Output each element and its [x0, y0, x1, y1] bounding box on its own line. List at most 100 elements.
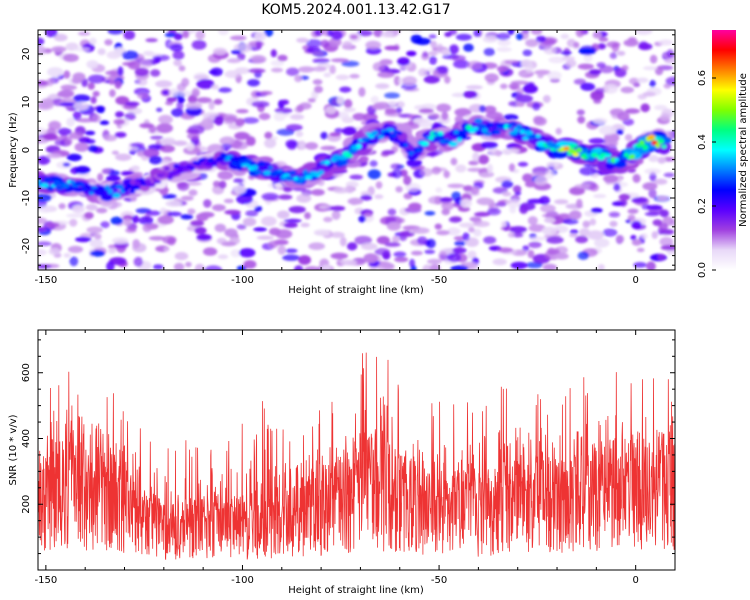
spectrogram-noise-blob — [313, 229, 330, 236]
spectrogram-noise-blob — [403, 175, 412, 186]
spectrogram-noise-blob — [412, 227, 430, 234]
spectrogram-noise-blob — [405, 182, 421, 193]
spectrogram-ridge-blob — [657, 138, 665, 144]
spectrogram-noise-blob — [156, 107, 163, 113]
spectrogram-noise-blob — [339, 86, 352, 93]
spectrogram-ridge-blob — [590, 152, 599, 158]
spectrogram-ridge-blob — [488, 123, 494, 128]
spectrogram-noise-blob — [427, 258, 442, 265]
spectrogram-noise-blob — [358, 215, 366, 223]
spectrogram-noise-blob — [657, 253, 666, 261]
spectrogram-noise-blob — [72, 47, 91, 52]
spectrogram-noise-blob — [331, 210, 341, 220]
spectrogram-noise-blob — [542, 95, 551, 103]
spectrogram-noise-blob — [329, 64, 336, 75]
spectrogram-noise-blob — [569, 186, 585, 196]
spectrogram-noise-blob — [597, 43, 606, 50]
spectrogram-noise-blob — [659, 209, 669, 218]
spectrogram-noise-blob — [107, 30, 123, 35]
spectrogram-ridge-blob — [39, 183, 49, 188]
spectrogram-noise-blob — [85, 130, 96, 136]
snr-frame — [37, 329, 676, 571]
spectrogram-noise-blob — [448, 30, 457, 36]
spectrogram-noise-blob — [330, 58, 349, 63]
spectrogram-noise-blob — [125, 227, 137, 233]
snr-x-tick-label: -150 — [35, 575, 58, 586]
spectrogram-noise-blob — [134, 67, 149, 77]
spectrogram-x-ticks: -150 -100 -50 0 — [35, 30, 676, 286]
spectrogram-noise-blob — [369, 160, 378, 167]
spectrogram-noise-blob — [418, 108, 434, 114]
spectrogram-ridge-blob — [277, 168, 284, 173]
spectrogram-noise-blob — [575, 30, 585, 38]
spectrogram-noise-blob — [304, 266, 320, 270]
spectrogram-y-tick-label: 20 — [21, 48, 32, 61]
spectrogram-ridge-blob — [263, 170, 273, 176]
spectrogram-noise-blob — [598, 125, 617, 136]
spectrogram-noise-blob — [443, 170, 451, 179]
spectrogram-noise-blob — [185, 261, 192, 268]
spectrogram-noise-blob — [341, 116, 355, 124]
spectrogram-ridge-blob — [535, 134, 541, 138]
spectrogram-noise-blob — [502, 148, 521, 153]
spectrogram-noise-blob — [615, 234, 625, 244]
snr-ylabel: SNR (10 * v/v) — [8, 414, 19, 485]
spectrogram-noise-blob — [267, 182, 278, 188]
spectrogram-noise-blob — [146, 210, 161, 216]
spectrogram-noise-blob — [104, 39, 113, 46]
spectrogram-noise-blob — [395, 217, 406, 224]
spectrogram-noise-blob — [148, 155, 163, 165]
spectrogram-ridge-blob — [437, 131, 444, 136]
spectrogram-ridge-blob — [252, 164, 258, 171]
spectrogram-noise-blob — [414, 37, 432, 46]
spectrogram-noise-blob — [516, 87, 524, 96]
spectrogram-noise-blob — [510, 261, 528, 270]
spectrogram-noise-blob — [420, 103, 437, 110]
spectrogram-noise-blob — [66, 117, 75, 127]
spectrogram-noise-blob — [540, 204, 556, 213]
spectrogram-noise-blob — [644, 168, 661, 175]
spectrogram-noise-blob — [447, 252, 462, 263]
spectrogram-noise-blob — [522, 245, 530, 252]
spectrogram-ridge-blob — [568, 149, 577, 154]
spectrogram-noise-blob — [640, 233, 648, 240]
spectrogram-noise-blob — [365, 40, 382, 50]
spectrogram-noise-blob — [582, 220, 591, 228]
spectrogram-noise-blob — [646, 205, 663, 210]
spectrogram-noise-blob — [115, 111, 124, 118]
spectrogram-noise-blob — [278, 194, 293, 200]
spectrogram-noise-blob — [377, 71, 395, 78]
spectrogram-noise-blob — [169, 88, 179, 97]
spectrogram-noise-blob — [51, 46, 67, 53]
spectrogram-noise-blob — [158, 114, 173, 125]
spectrogram-ridge-blob — [97, 185, 105, 191]
spectrogram-ridge-blob — [167, 174, 173, 180]
spectrogram-noise-blob — [312, 79, 323, 85]
spectrogram-noise-blob — [230, 249, 241, 258]
spectrogram-noise-blob — [218, 30, 229, 36]
spectrogram-noise-blob — [159, 144, 175, 153]
spectrogram-noise-blob — [242, 217, 257, 227]
spectrogram-noise-blob — [286, 67, 300, 77]
spectrogram-noise-blob — [496, 47, 512, 52]
spectrogram-noise-blob — [84, 139, 96, 144]
spectrogram-noise-blob — [312, 66, 327, 72]
spectrogram-noise-blob — [72, 205, 85, 214]
spectrogram-noise-blob — [288, 206, 306, 214]
colorbar-tick-label: 0.6 — [697, 70, 708, 86]
spectrogram-noise-blob — [627, 208, 639, 214]
spectrogram-noise-blob — [245, 210, 259, 217]
spectrogram-noise-blob — [508, 163, 516, 172]
spectrogram-noise-blob — [495, 150, 502, 157]
spectrogram-noise-blob — [589, 183, 599, 192]
spectrogram-noise-blob — [534, 175, 548, 186]
spectrogram-noise-blob — [162, 90, 170, 95]
spectrogram-noise-blob — [395, 186, 403, 193]
spectrogram-noise-blob — [444, 75, 451, 84]
spectrogram-noise-blob — [287, 141, 297, 151]
spectrogram-noise-blob — [261, 192, 279, 201]
spectrogram-noise-blob — [654, 104, 668, 111]
spectrogram-noise-blob — [156, 123, 174, 134]
spectrogram-noise-blob — [296, 104, 304, 113]
spectrogram-noise-blob — [651, 231, 658, 239]
